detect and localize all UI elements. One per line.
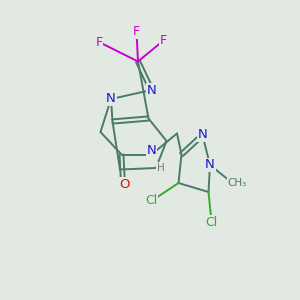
Text: F: F (133, 25, 140, 38)
Text: Cl: Cl (146, 194, 158, 208)
Text: F: F (160, 34, 167, 47)
Text: F: F (95, 35, 103, 49)
Text: N: N (147, 143, 156, 157)
Text: N: N (106, 92, 116, 106)
Text: N: N (198, 128, 207, 142)
Text: CH₃: CH₃ (227, 178, 247, 188)
Text: Cl: Cl (206, 215, 218, 229)
Text: O: O (119, 178, 130, 191)
Text: N: N (147, 83, 156, 97)
Text: N: N (205, 158, 215, 172)
Text: H: H (157, 163, 164, 173)
